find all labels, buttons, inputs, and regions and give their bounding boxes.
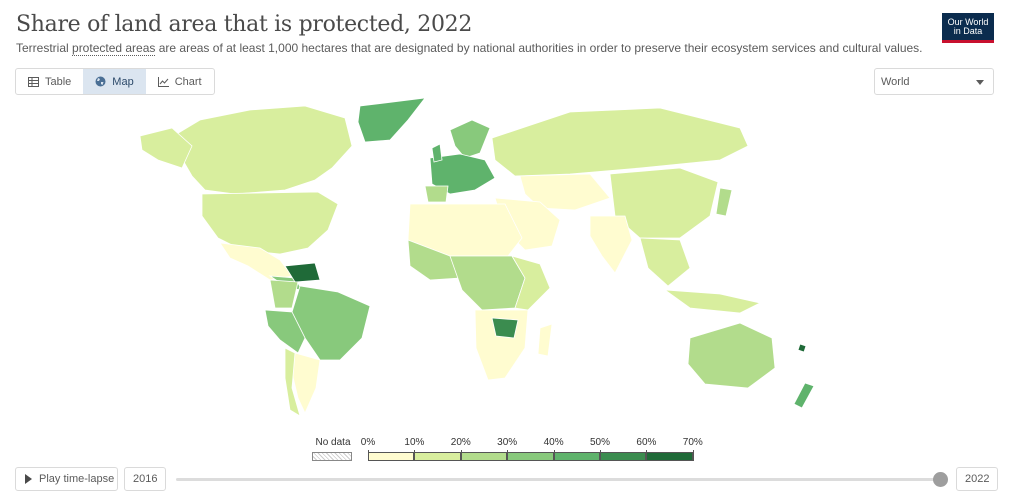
play-time-lapse-button[interactable]: Play time-lapse	[15, 467, 118, 491]
legend-tick	[692, 450, 694, 461]
legend-tick-label: 20%	[450, 437, 471, 448]
country-india[interactable]	[589, 215, 633, 274]
legend-tick-label: 0%	[360, 437, 376, 448]
play-label: Play time-lapse	[39, 473, 115, 485]
country-scandinavia[interactable]	[449, 119, 491, 159]
logo-line-2: in Data	[953, 26, 983, 36]
country-iberia[interactable]	[424, 185, 449, 203]
legend-tick	[600, 450, 601, 461]
region-select[interactable]: World	[874, 68, 994, 95]
country-new-caledonia[interactable]	[797, 343, 807, 353]
country-madagascar[interactable]	[537, 323, 553, 357]
country-west-africa[interactable]	[407, 239, 461, 281]
line-chart-icon	[157, 76, 169, 87]
tab-chart[interactable]: Chart	[146, 69, 214, 94]
country-alaska[interactable]	[139, 127, 193, 169]
legend-tick	[414, 450, 416, 461]
tab-map-label: Map	[112, 75, 134, 88]
region-select-value: World	[881, 76, 910, 88]
legend-tick	[507, 450, 509, 461]
chevron-down-icon	[976, 80, 984, 85]
table-icon	[28, 76, 39, 87]
globe-icon	[95, 76, 106, 87]
legend-bin[interactable]	[414, 452, 461, 461]
legend-bin[interactable]	[368, 452, 415, 461]
legend-tick	[460, 450, 462, 461]
legend-bin[interactable]	[553, 452, 600, 461]
tab-map[interactable]: Map	[83, 69, 146, 94]
country-new-zealand[interactable]	[793, 382, 815, 409]
end-year[interactable]: 2022	[956, 467, 999, 491]
legend-tick	[368, 450, 369, 461]
legend-no-data-swatch	[312, 452, 352, 461]
country-central-africa[interactable]	[449, 255, 526, 311]
legend-tick-label: 50%	[589, 437, 611, 448]
legend-no-data-label: No data	[315, 437, 351, 448]
country-greenland[interactable]	[357, 98, 426, 143]
timeline-track[interactable]	[176, 478, 944, 481]
map-legend: No data 0% 10% 20% 30% 40% 50% 60% 70%	[312, 437, 712, 465]
country-chile[interactable]	[284, 347, 301, 417]
logo-line-1: Our World	[947, 17, 989, 27]
country-canada[interactable]	[169, 105, 353, 195]
country-uk[interactable]	[431, 143, 443, 163]
subtitle-text-post: are areas of at least 1,000 hectares tha…	[155, 41, 923, 55]
legend-tick-label: 10%	[404, 437, 425, 448]
country-russia[interactable]	[491, 107, 749, 177]
legend-bin[interactable]	[600, 452, 647, 461]
owid-logo[interactable]: Our World in Data	[942, 13, 994, 43]
country-zambia[interactable]	[491, 317, 519, 339]
country-indonesia[interactable]	[663, 289, 762, 314]
protected-areas-link[interactable]: protected areas	[72, 41, 156, 56]
country-southeast-asia[interactable]	[639, 237, 691, 287]
country-colombia[interactable]	[269, 279, 299, 309]
view-tabs: Table Map Chart	[15, 68, 215, 95]
legend-tick-label: 30%	[497, 437, 518, 448]
country-brazil[interactable]	[291, 285, 371, 361]
tab-table-label: Table	[45, 75, 72, 88]
country-usa[interactable]	[201, 191, 339, 255]
legend-tick	[646, 450, 648, 461]
country-australia[interactable]	[687, 322, 776, 389]
page-title: Share of land area that is protected, 20…	[16, 12, 473, 37]
tab-chart-label: Chart	[174, 75, 202, 88]
start-year[interactable]: 2016	[124, 467, 167, 491]
legend-tick	[553, 450, 555, 461]
legend-bin[interactable]	[460, 452, 508, 461]
country-central-asia[interactable]	[519, 173, 611, 211]
legend-tick-label: 60%	[636, 437, 657, 448]
legend-bin[interactable]	[646, 452, 693, 461]
world-map	[139, 98, 815, 417]
subtitle-text-pre: Terrestrial	[16, 41, 73, 55]
country-peru-bolivia[interactable]	[264, 309, 306, 354]
legend-tick-label: 70%	[682, 437, 703, 448]
timeline-handle[interactable]	[933, 472, 948, 487]
legend-tick-label: 40%	[543, 437, 564, 448]
play-icon	[25, 474, 32, 484]
tab-table[interactable]: Table	[16, 69, 83, 94]
country-venezuela[interactable]	[284, 262, 321, 283]
legend-bin[interactable]	[507, 452, 554, 461]
country-japan[interactable]	[715, 187, 733, 217]
page-subtitle: Terrestrial protected areas are areas of…	[16, 41, 923, 56]
